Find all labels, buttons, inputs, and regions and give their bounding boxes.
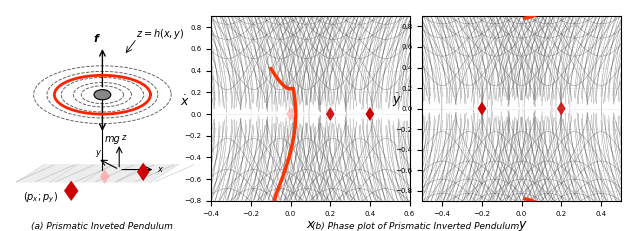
Text: (b) Phase plot of Prismatic Inverted Pendulum: (b) Phase plot of Prismatic Inverted Pen…: [312, 222, 520, 231]
Polygon shape: [100, 169, 109, 184]
Polygon shape: [137, 163, 150, 181]
Text: x: x: [157, 165, 163, 174]
Text: $(p_x;p_y)$: $(p_x;p_y)$: [23, 190, 58, 205]
Text: (a) Prismatic Inveted Pendulum: (a) Prismatic Inveted Pendulum: [31, 222, 173, 231]
X-axis label: x: x: [307, 218, 314, 231]
Polygon shape: [365, 107, 374, 121]
Polygon shape: [286, 107, 295, 121]
Text: $z=h(x,y)$: $z=h(x,y)$: [136, 27, 184, 41]
Polygon shape: [557, 102, 566, 116]
X-axis label: y: y: [518, 218, 525, 231]
Polygon shape: [16, 164, 179, 182]
Polygon shape: [477, 102, 486, 116]
Text: z: z: [121, 133, 125, 142]
Ellipse shape: [94, 90, 111, 100]
Y-axis label: $\dot{y}$: $\dot{y}$: [392, 91, 401, 109]
Text: mg: mg: [105, 134, 120, 144]
Polygon shape: [326, 107, 335, 121]
Polygon shape: [64, 181, 79, 201]
Text: f: f: [94, 33, 99, 44]
Y-axis label: $\dot{x}$: $\dot{x}$: [180, 94, 190, 109]
Text: y: y: [95, 148, 100, 157]
